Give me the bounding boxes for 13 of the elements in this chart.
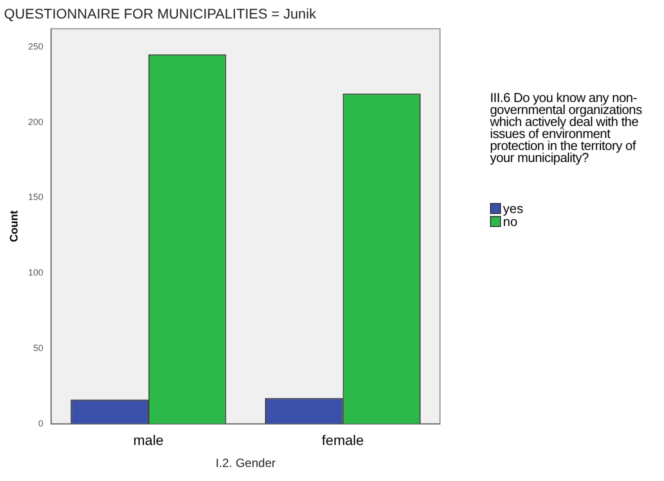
legend-title: III.6 Do you know any non-governmental organizations which actively deal with the issues of environment protection in the territory of your municipality? — [490, 90, 643, 165]
legend-label: yes — [503, 201, 524, 216]
y-tick-label: 100 — [28, 268, 44, 278]
y-tick-label: 150 — [28, 192, 44, 202]
x-tick-label: male — [133, 432, 164, 448]
y-tick-label: 200 — [28, 116, 44, 127]
y-tick-label: 50 — [33, 342, 44, 353]
y-axis-title: Count — [8, 210, 21, 242]
y-tick-label: 250 — [28, 41, 44, 52]
chart-title: QUESTIONNAIRE FOR MUNICIPALITIES = Junik — [4, 5, 318, 22]
x-tick-label: female — [322, 432, 364, 448]
x-axis-title: I.2. Gender — [216, 456, 276, 470]
y-tick-label: 0 — [38, 418, 44, 428]
